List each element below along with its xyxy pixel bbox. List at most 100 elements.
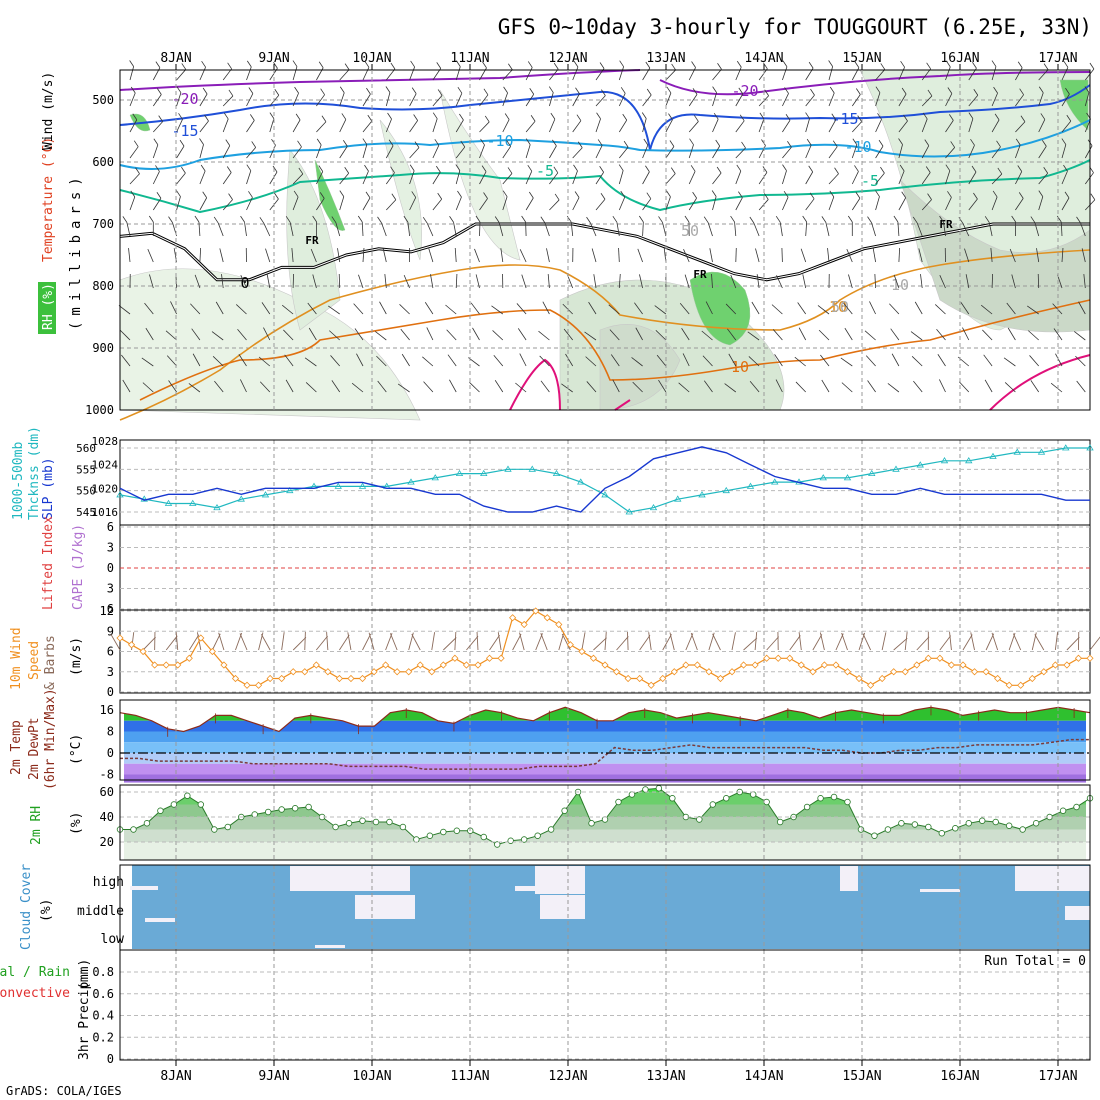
wind-barb (269, 145, 276, 159)
top-date-label: 17JAN (1038, 51, 1077, 66)
wind-barb (812, 634, 823, 651)
wind-barb-flag (601, 89, 606, 96)
wind-barb-flag (411, 191, 417, 198)
wind-barb-flag (577, 141, 583, 148)
thickness-marker (1086, 444, 1094, 451)
wind-barb-flag (641, 112, 647, 119)
rh-marker (1005, 822, 1013, 829)
wind-barb (683, 249, 690, 263)
wind-barb (639, 634, 651, 651)
rh-marker (911, 821, 919, 828)
wind-barb (800, 248, 807, 263)
wind-barb-flag (362, 138, 368, 145)
wind-barb (502, 173, 513, 185)
wind-barb (897, 222, 900, 237)
wind-barb (351, 382, 364, 393)
wind-barb (191, 328, 201, 341)
wind-barb-flag (993, 86, 998, 94)
thickness-marker (189, 499, 197, 506)
wind-barb (984, 379, 993, 393)
rh-marker (143, 820, 151, 827)
lifted-tick-label: 0 (107, 561, 114, 575)
wind-speed-marker (1017, 681, 1025, 689)
wind-barb-flag (620, 87, 626, 94)
wind-barb-flag (1066, 114, 1072, 122)
wind-speed-marker (324, 668, 332, 676)
wind-barb (593, 274, 597, 289)
wind-barb (411, 633, 421, 651)
rh-marker (480, 833, 487, 841)
wind-barb-flag (274, 192, 279, 200)
wind-barb-flag (434, 139, 440, 146)
wind-barb-flag (741, 141, 746, 149)
pressure-axis-label: (millibars) (68, 171, 84, 330)
wind-barb (618, 66, 625, 81)
wind-barb (991, 66, 997, 81)
upper-air-panel: 500 600 700 800 900 1000 -20 -15 -10 -5 FR 0 -20 -15 -… (38, 60, 1096, 421)
wind-barb (982, 329, 993, 341)
rh-marker (952, 825, 959, 832)
thickness-marker (625, 508, 633, 515)
wind-barb-flag (1063, 61, 1069, 68)
cloud-high-label: high (93, 875, 124, 890)
wind-barb (1060, 221, 1063, 237)
wind-speed-marker (474, 661, 482, 669)
thickness-marker (577, 478, 585, 485)
wind-barb (446, 329, 457, 341)
wind-barb (368, 632, 375, 651)
wind-barb-flag (248, 87, 254, 94)
wind-barb-flag (670, 167, 676, 174)
wind-barb (308, 327, 317, 341)
minmax-label: (6hr Min/Max) (43, 688, 58, 790)
precip-tick-label: 0 (107, 1052, 114, 1066)
wind-barb-flag (618, 164, 624, 171)
wind-barb-flag (377, 216, 382, 224)
wind-barb (354, 328, 364, 341)
wind-barb-flag (249, 114, 255, 121)
wind-barb-flag (1089, 62, 1095, 70)
cloud-units-label: (%) (39, 899, 54, 922)
thickness-marker (164, 499, 173, 506)
wind-barb (356, 353, 364, 367)
precip-panel: 0 0.2 0.4 0.6 0.8 Run Total = 0 Total / Rain Co… (0, 949, 1091, 1066)
wind-barb (142, 382, 154, 393)
wind-barb (422, 356, 434, 367)
thickness-marker (1037, 448, 1046, 455)
wind-barb-flag (527, 164, 533, 172)
wind-barb (141, 357, 154, 367)
wind-barb-flag (223, 112, 229, 120)
wind-barb-flag (715, 139, 721, 147)
wind-barb-flag (133, 140, 139, 147)
wind-barb (362, 248, 365, 263)
wind-speed-marker (116, 634, 124, 642)
wind-barb-flag (620, 190, 626, 198)
wind-barb (1055, 353, 1063, 367)
wind-barb (772, 329, 783, 341)
wind-barb (466, 635, 479, 651)
wind-barb (316, 94, 325, 107)
wind-barb (385, 92, 391, 107)
wind-barb-flag (321, 115, 327, 122)
wind-barb-flag (181, 63, 187, 70)
cloud-clear-region (515, 886, 535, 891)
wind-barb-flag (259, 217, 265, 224)
wind-barb (758, 118, 765, 133)
wind-barb (222, 172, 232, 185)
wind-barb-flag (898, 138, 903, 145)
wind-barb-flag (240, 215, 245, 223)
wind-barb (939, 379, 946, 393)
wind-barb-flag (481, 165, 487, 172)
wind-barb-flag (181, 166, 186, 174)
wind-barb-flag (494, 216, 500, 223)
wind-barb (517, 328, 527, 341)
wind-barb-flag (312, 215, 317, 223)
wind-barb (246, 197, 253, 211)
wind-barb-flag (658, 216, 663, 223)
wind-barb-flag (484, 115, 490, 123)
bottom-date-label: 10JAN (352, 1069, 391, 1084)
wind-barb (211, 633, 221, 651)
wind-speed-marker (809, 668, 817, 676)
wind-barb (400, 328, 410, 341)
wind-barb (385, 172, 395, 185)
wind-barb (549, 145, 557, 159)
